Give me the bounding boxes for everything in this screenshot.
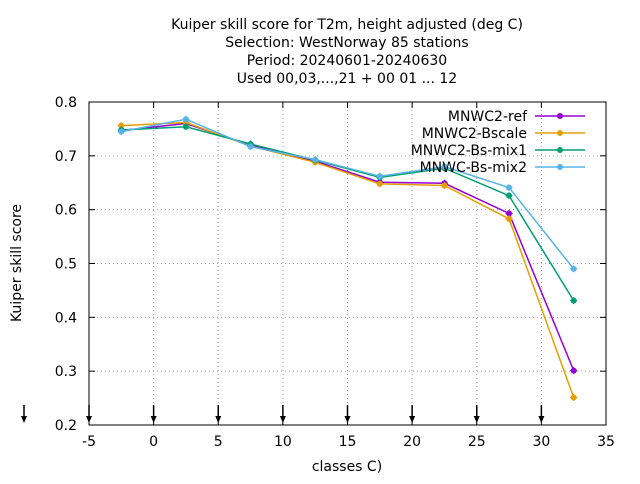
data-point-cross xyxy=(182,115,190,123)
legend-swatch-point xyxy=(557,164,563,170)
data-point-cross xyxy=(182,123,190,131)
y-tick-label: 0.4 xyxy=(55,310,77,326)
x-tick-label: 35 xyxy=(597,434,615,450)
data-point-cross xyxy=(376,180,384,188)
series-line-3 xyxy=(121,118,575,270)
data-point-cross xyxy=(570,394,578,402)
series-lines xyxy=(117,115,578,402)
y-tick-label: 0.2 xyxy=(55,418,77,434)
y-tick-label: 0.6 xyxy=(55,203,77,219)
class-marker-arrowhead xyxy=(344,416,351,423)
legend-label: MNWC2-Bs-mix1 xyxy=(411,143,527,159)
data-point-cross xyxy=(117,128,125,136)
y-tick-label: 0.5 xyxy=(55,257,77,273)
legend-swatch-point xyxy=(557,113,563,119)
y-tick-label: 0.7 xyxy=(55,149,77,165)
legend-label: MNWC-Bs-mix2 xyxy=(420,160,527,176)
data-point-cross xyxy=(570,367,578,375)
class-marker-arrowhead xyxy=(538,416,545,423)
series-line-1 xyxy=(121,121,575,398)
x-tick-label: 25 xyxy=(468,434,486,450)
class-marker-arrowhead xyxy=(409,416,416,423)
data-point-cross xyxy=(570,297,578,305)
y-axis-label: Kuiper skill score xyxy=(9,204,25,322)
legend-swatch-point xyxy=(557,130,563,136)
x-tick-label: 20 xyxy=(403,434,421,450)
class-marker-arrowhead xyxy=(86,416,92,423)
data-point-cross xyxy=(440,181,448,189)
axes: -5 0 5 10 15 20 25 30 35 0.2 0.3 0.4 0.5 0.6 0.7 0.8 xyxy=(21,95,615,450)
title-line-4: Used 00,03,...,21 + 00 01 ... 12 xyxy=(237,71,457,87)
data-point-cross xyxy=(505,215,513,223)
title-line-2: Selection: WestNorway 85 stations xyxy=(225,35,468,51)
grid xyxy=(89,102,606,425)
title-line-1: Kuiper skill score for T2m, height adjus… xyxy=(171,17,523,33)
y-tick-label: 0.3 xyxy=(55,364,77,380)
legend-label: MNWC2-Bscale xyxy=(422,126,527,142)
x-tick-label: 10 xyxy=(274,434,292,450)
x-tick-label: 15 xyxy=(339,434,357,450)
data-point-cross xyxy=(311,156,319,164)
legend-label: MNWC2-ref xyxy=(448,109,528,125)
series-line-2 xyxy=(121,126,575,302)
data-point-cross xyxy=(570,265,578,273)
y-tick-label: 0.8 xyxy=(55,95,77,111)
data-point-cross xyxy=(440,163,448,171)
x-tick-label: 5 xyxy=(214,434,223,450)
legend-swatch-point xyxy=(557,147,563,153)
legend: MNWC2-refMNWC2-BscaleMNWC2-Bs-mix1MNWC-B… xyxy=(411,109,585,176)
class-marker-arrowhead xyxy=(150,416,157,423)
x-tick-label: 0 xyxy=(149,434,158,450)
data-point-cross xyxy=(247,143,255,151)
class-marker-arrowhead xyxy=(21,416,27,423)
class-marker-arrowhead xyxy=(473,416,480,423)
class-marker-arrowhead xyxy=(279,416,286,423)
x-axis-label: classes C) xyxy=(312,459,382,475)
data-point-cross xyxy=(376,172,384,180)
data-point-cross xyxy=(505,184,513,192)
x-tick-label: -5 xyxy=(82,434,96,450)
x-tick-label: 30 xyxy=(532,434,550,450)
title-line-3: Period: 20240601-20240630 xyxy=(247,53,447,69)
chart-title: Kuiper skill score for T2m, height adjus… xyxy=(171,17,523,87)
class-marker-arrowhead xyxy=(215,416,222,423)
data-point-cross xyxy=(505,192,513,200)
